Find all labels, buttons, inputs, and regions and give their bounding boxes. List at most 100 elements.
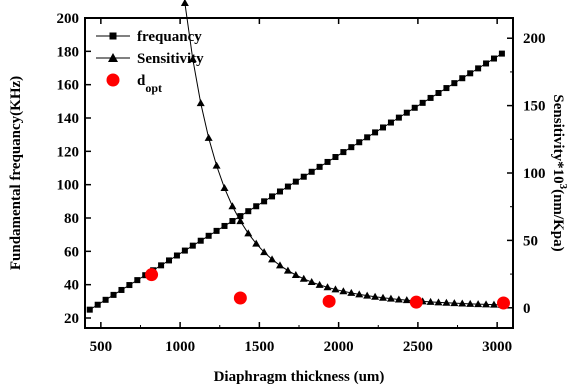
dopt-point bbox=[233, 291, 247, 305]
frequancy-point bbox=[284, 183, 291, 190]
frequancy-point bbox=[292, 178, 299, 185]
legend-marker-circle bbox=[106, 73, 120, 87]
sensitivity-point bbox=[180, 0, 189, 6]
dopt-point bbox=[409, 295, 423, 309]
frequancy-point bbox=[340, 149, 347, 156]
frequancy-point bbox=[197, 237, 204, 244]
frequancy-point bbox=[189, 242, 196, 249]
frequancy-point bbox=[332, 154, 339, 161]
frequancy-point bbox=[411, 104, 418, 111]
frequancy-point bbox=[126, 282, 133, 289]
frequancy-point bbox=[134, 277, 141, 284]
frequancy-point bbox=[213, 227, 220, 234]
frequancy-point bbox=[387, 119, 394, 126]
sensitivity-point bbox=[394, 295, 403, 303]
y-left-tick-label: 160 bbox=[57, 78, 80, 94]
y-right-tick-label: 50 bbox=[523, 233, 538, 249]
legend: frequancy Sensitivity dopt bbox=[96, 29, 204, 95]
sensitivity-point bbox=[196, 99, 205, 107]
sensitivity-point bbox=[489, 300, 498, 308]
frequancy-point bbox=[372, 129, 379, 136]
y-left-tick-label: 100 bbox=[57, 178, 80, 194]
dopt-point bbox=[145, 268, 159, 282]
sensitivity-point bbox=[188, 55, 197, 63]
x-tick-label: 2000 bbox=[324, 339, 354, 355]
frequancy-point bbox=[237, 213, 244, 220]
frequancy-point bbox=[86, 306, 93, 313]
x-tick-label: 1500 bbox=[244, 339, 274, 355]
y-right-tick-label: 150 bbox=[523, 99, 546, 115]
y-left-axis-title: Fundamental frequancy(KHz) bbox=[8, 76, 24, 270]
frequancy-point bbox=[300, 173, 307, 180]
frequancy-point bbox=[173, 252, 180, 259]
sensitivity-point bbox=[204, 133, 213, 141]
frequancy-point bbox=[498, 50, 505, 57]
x-tick-label: 2500 bbox=[403, 339, 433, 355]
legend-label-sub: opt bbox=[145, 81, 162, 95]
legend-label-main: d bbox=[137, 73, 146, 89]
frequancy-point bbox=[348, 144, 355, 151]
y-left-tick-label: 60 bbox=[64, 244, 79, 260]
frequancy-point bbox=[245, 208, 252, 215]
x-axis-title: Diaphragm thickness (um) bbox=[214, 369, 385, 385]
sensitivity-point bbox=[355, 290, 364, 298]
legend-marker-triangle bbox=[108, 53, 118, 62]
sensitivity-point bbox=[450, 299, 459, 307]
x-tick-label: 500 bbox=[90, 339, 113, 355]
sensitivity-point bbox=[474, 300, 483, 308]
frequancy-point bbox=[229, 218, 236, 225]
sensitivity-point bbox=[363, 291, 372, 299]
frequancy-point bbox=[308, 168, 315, 175]
sensitivity-point bbox=[371, 292, 380, 300]
sensitivity-point bbox=[299, 274, 308, 282]
y-right-axis-title: Sensitivity*103(nm/Kpa) bbox=[550, 94, 569, 251]
y-left-tick-label: 80 bbox=[64, 211, 79, 227]
y-right-tick-label: 200 bbox=[523, 31, 546, 47]
sensitivity-point bbox=[458, 299, 467, 307]
frequancy-point bbox=[380, 124, 387, 131]
legend-marker-square bbox=[109, 32, 117, 40]
frequancy-point bbox=[181, 247, 188, 254]
sensitivity-point bbox=[315, 280, 324, 288]
frequancy-point bbox=[253, 203, 260, 210]
sensitivity-point bbox=[244, 229, 253, 237]
y-right-title-prefix: Sensitivity*10 bbox=[550, 94, 566, 183]
sensitivity-point bbox=[252, 239, 261, 247]
frequancy-point bbox=[435, 90, 442, 96]
frequancy-point bbox=[94, 301, 101, 308]
y-left-tick-label: 200 bbox=[57, 11, 80, 27]
frequancy-point bbox=[316, 163, 323, 170]
axis-ticks: 500 1000 1500 2000 2500 300020406080100120140… bbox=[57, 11, 546, 355]
sensitivity-point bbox=[220, 184, 229, 192]
frequancy-point bbox=[166, 257, 173, 264]
frequancy-point bbox=[443, 85, 450, 92]
y-left-tick-label: 120 bbox=[57, 144, 80, 160]
sensitivity-point bbox=[386, 294, 395, 302]
dopt-point bbox=[322, 294, 336, 308]
y-right-tick-label: 0 bbox=[523, 301, 531, 317]
y-left-tick-label: 20 bbox=[64, 311, 79, 327]
sensitivity-point bbox=[339, 287, 348, 295]
frequancy-point bbox=[419, 99, 426, 106]
frequancy-point bbox=[395, 114, 402, 121]
sensitivity-point bbox=[402, 296, 411, 304]
x-tick-label: 3000 bbox=[482, 339, 512, 355]
frequancy-point bbox=[459, 75, 466, 82]
frequancy-point bbox=[403, 109, 410, 116]
sensitivity-point bbox=[426, 297, 435, 305]
legend-label: dopt bbox=[137, 73, 162, 95]
y-left-tick-label: 180 bbox=[57, 44, 80, 60]
frequancy-point bbox=[356, 139, 363, 146]
sensitivity-point bbox=[434, 298, 443, 306]
frequancy-point bbox=[102, 296, 109, 303]
legend-label: frequancy bbox=[137, 29, 202, 45]
y-right-title-sup: 3 bbox=[557, 184, 569, 190]
sensitivity-point bbox=[228, 202, 237, 210]
y-left-tick-label: 140 bbox=[57, 111, 80, 127]
sensitivity-point bbox=[323, 283, 332, 291]
frequancy-point bbox=[364, 134, 371, 141]
frequancy-point bbox=[261, 198, 268, 205]
frequancy-point bbox=[467, 70, 474, 77]
sensitivity-point bbox=[236, 217, 245, 225]
